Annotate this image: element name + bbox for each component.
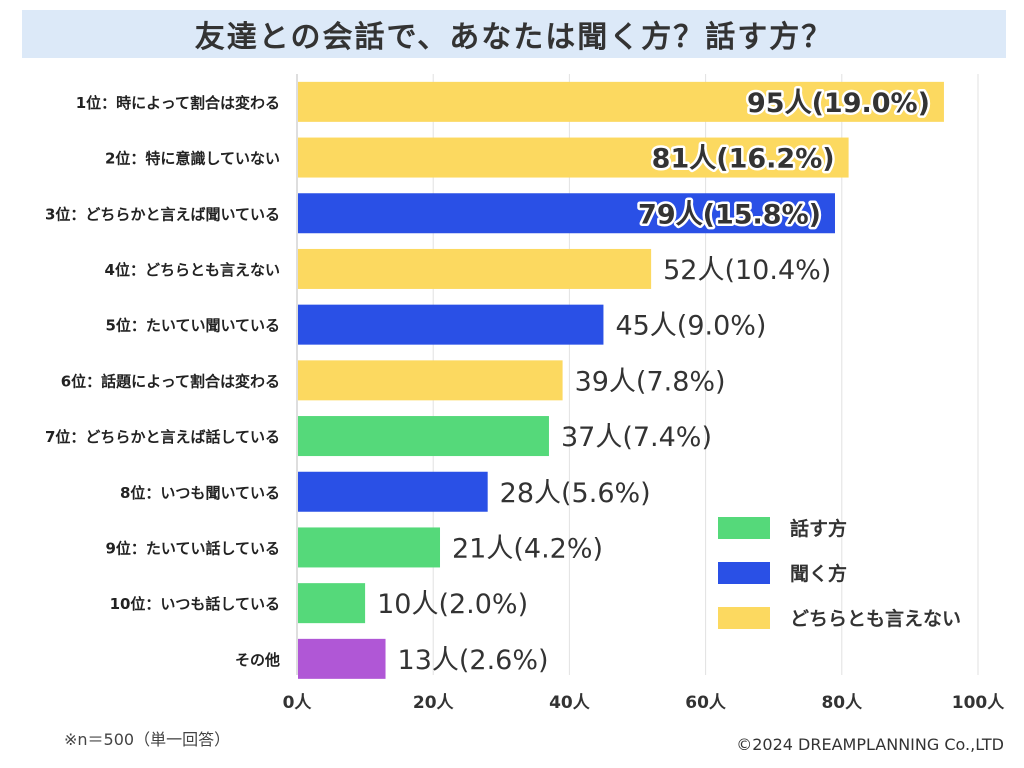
legend-label: 聞く方 [790,562,847,585]
category-label: 7位：どちらかと言えば話している [45,428,280,446]
legend-swatch [718,517,770,539]
data-label: 52人(10.4%) [663,255,831,286]
category-label: 4位：どちらとも言えない [105,261,280,279]
category-label: 2位：特に意識していない [105,150,280,168]
data-label: 81人(16.2%) [652,144,835,175]
category-label: 5位：たいてい聞いている [105,317,280,335]
category-label: 9位：たいてい話している [105,539,280,557]
bar [298,527,441,568]
chart-title: 友達との会話で、あなたは聞く方？話す方？ [194,20,834,55]
x-tick-label: 80人 [821,693,863,713]
data-label: 37人(7.4%) [561,422,712,453]
bar [298,248,652,289]
x-tick-label: 60人 [685,693,727,713]
data-label: 28人(5.6%) [500,478,651,509]
legend-swatch [718,607,770,629]
data-label: 95人(19.0%) [747,88,930,119]
bar [298,193,835,234]
category-label: 6位：話題によって割合は変わる [61,372,280,390]
x-tick-label: 40人 [549,693,591,713]
bar [298,416,549,457]
data-label: 13人(2.6%) [398,645,549,676]
bar [298,360,563,401]
x-tick-label: 20人 [413,693,455,713]
data-label: 79人(15.8%) [638,199,821,230]
legend-label: どちらとも言えない [790,607,961,630]
bar [298,81,944,122]
bar [298,583,366,624]
title-bar: 友達との会話で、あなたは聞く方？話す方？ [22,10,1006,58]
category-label: 1位：時によって割合は変わる [76,94,280,112]
x-tick-label: 0人 [283,693,313,713]
category-label: 3位：どちらかと言えば聞いている [45,205,280,223]
bar [298,304,604,345]
legend-label: 話す方 [790,517,847,540]
bar [298,471,488,512]
data-label: 39人(7.8%) [575,366,726,397]
category-label: 8位：いつも聞いている [120,484,280,502]
footnote: ※n＝500（単一回答） [64,730,231,749]
data-label: 45人(9.0%) [615,311,766,342]
data-label: 21人(4.2%) [452,533,603,564]
data-label: 10人(2.0%) [377,589,528,620]
legend-swatch [718,562,770,584]
copyright: ©2024 DREAMPLANNING Co.,LTD [736,735,1004,754]
x-tick-label: 100人 [952,693,1005,713]
bar [298,137,849,178]
category-label: 10位：いつも話している [110,595,280,613]
bar [298,638,386,679]
category-label: その他 [235,651,280,669]
